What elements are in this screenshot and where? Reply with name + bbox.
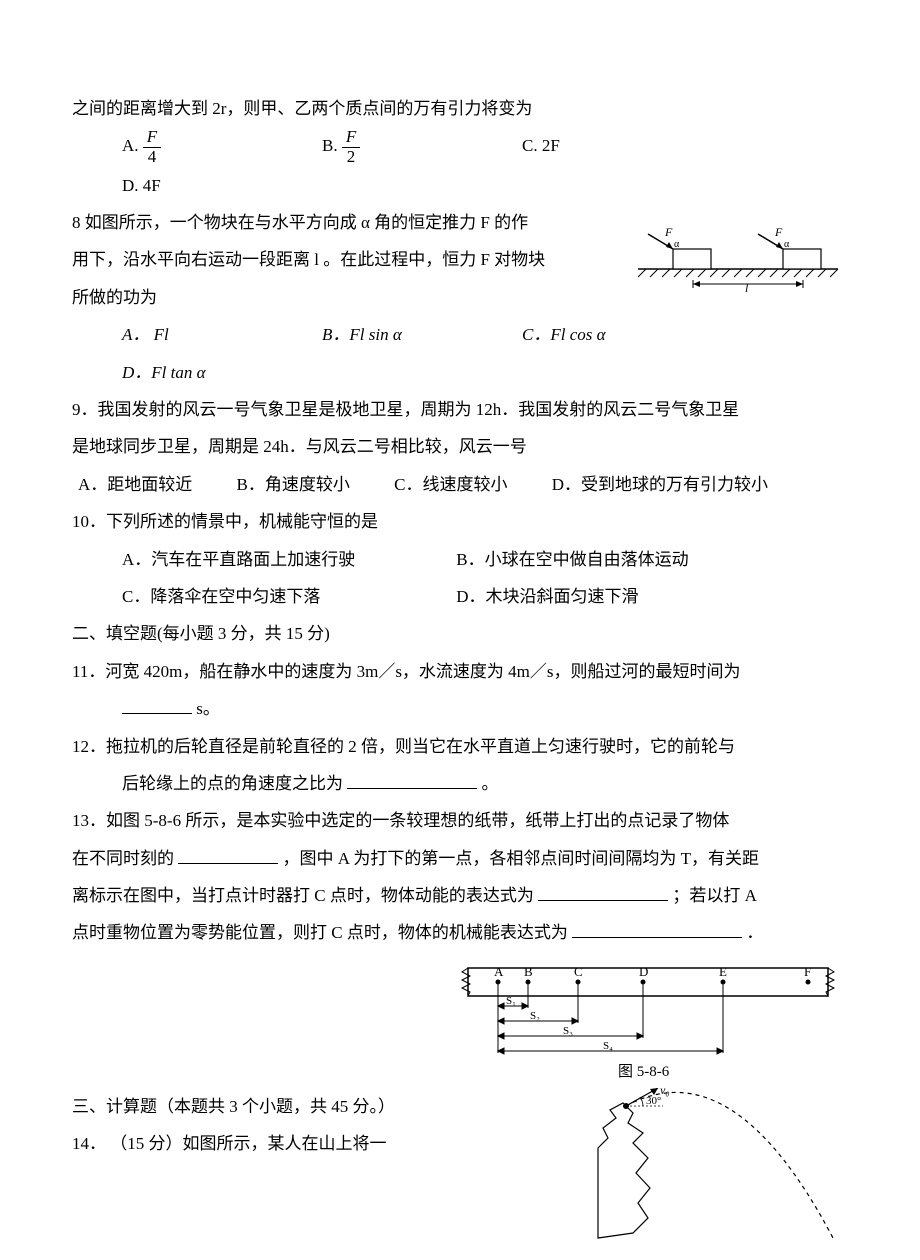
q12-suffix: 。 bbox=[482, 774, 499, 793]
s-label: S₁ bbox=[506, 995, 516, 1007]
q13-l3b: ；若以打 A bbox=[672, 886, 757, 905]
alpha-label-icon: α bbox=[674, 239, 680, 250]
q9-option-c: C．线速度较小 bbox=[394, 475, 507, 494]
q7-option-c: C. 2F bbox=[522, 127, 682, 166]
tape-label: B bbox=[524, 964, 533, 979]
q7-a-den: 4 bbox=[143, 148, 161, 167]
blank-field[interactable] bbox=[178, 863, 278, 864]
q8-option-b: B．Fl sin α bbox=[322, 316, 482, 353]
q12-line2: 后轮缘上的点的角速度之比为 。 bbox=[72, 765, 848, 802]
q14-figure: 30° v₀ bbox=[588, 1088, 848, 1248]
q10-row1: A．汽车在平直路面上加速行驶 B．小球在空中做自由落体运动 bbox=[72, 541, 848, 578]
q8-figure: F F α α l bbox=[628, 214, 848, 294]
q11-line1: 11．河宽 420m，船在静水中的速度为 3m／s，水流速度为 4m／s，则船过… bbox=[72, 653, 848, 690]
blank-field[interactable] bbox=[572, 937, 742, 938]
q13-l2a: 在不同时刻的 bbox=[72, 849, 174, 868]
q11-suffix: s。 bbox=[196, 699, 220, 718]
q8-options: A． Fl B．Fl sin α C．Fl cos α D．Fl tan α bbox=[72, 316, 848, 391]
q10-row2: C．降落伞在空中匀速下落 D．木块沿斜面匀速下滑 bbox=[72, 578, 848, 615]
q13-line1: 13．如图 5-8-6 所示，是本实验中选定的一条较理想的纸带，纸带上打出的点记… bbox=[72, 802, 848, 839]
q7-options: A. F 4 B. F 2 C. 2F D. 4F bbox=[72, 127, 848, 204]
alpha-label-icon: α bbox=[784, 239, 790, 250]
q8-block: F F α α l 8 如图所示，一个物块在与水平方向成 α 角的恒定推力 F … bbox=[72, 204, 848, 316]
q7-b-num: F bbox=[342, 128, 360, 148]
q9-option-b: B．角速度较小 bbox=[237, 475, 350, 494]
q7-a-label: A. bbox=[122, 136, 139, 155]
q13-line3: 离标示在图中，当打点计时器打 C 点时，物体动能的表达式为 ；若以打 A bbox=[72, 877, 848, 914]
q10-option-b: B．小球在空中做自由落体运动 bbox=[456, 550, 688, 569]
s-label: S₂ bbox=[530, 1010, 540, 1022]
section2-heading: 二、填空题(每小题 3 分，共 15 分) bbox=[72, 615, 848, 652]
f-label-icon: F bbox=[774, 225, 783, 239]
q13-l2b: ，图中 A 为打下的第一点，各相邻点间时间间隔均为 T，有关距 bbox=[283, 849, 759, 868]
q13-line4: 点时重物位置为零势能位置，则打 C 点时，物体的机械能表达式为 ． bbox=[72, 914, 848, 951]
q10-stem: 10．下列所述的情景中，机械能守恒的是 bbox=[72, 503, 848, 540]
q7-option-b: B. F 2 bbox=[322, 127, 482, 166]
q13-figure-wrap: A B C D E F S₁ bbox=[72, 958, 848, 1088]
q13-figure: A B C D E F S₁ bbox=[448, 958, 848, 1088]
q13-l3a: 离标示在图中，当打点计时器打 C 点时，物体动能的表达式为 bbox=[72, 886, 534, 905]
q7-b-den: 2 bbox=[342, 148, 360, 167]
q8-option-c: C．Fl cos α bbox=[522, 316, 682, 353]
q12-line1: 12．拖拉机的后轮直径是前轮直径的 2 倍，则当它在水平直道上匀速行驶时，它的前… bbox=[72, 728, 848, 765]
q13-l4b: ． bbox=[746, 923, 763, 942]
q7-a-num: F bbox=[143, 128, 161, 148]
tape-label: F bbox=[804, 964, 811, 979]
q7-option-d: D. 4F bbox=[122, 167, 282, 204]
s-label: S₃ bbox=[563, 1025, 573, 1037]
q11-line2: s。 bbox=[72, 690, 848, 727]
q12-text: 后轮缘上的点的角速度之比为 bbox=[122, 774, 343, 793]
f-label-icon: F bbox=[664, 225, 673, 239]
fraction-icon: F 2 bbox=[342, 128, 360, 166]
tape-label: A bbox=[494, 964, 504, 979]
fraction-icon: F 4 bbox=[143, 128, 161, 166]
q8-option-a: A． Fl bbox=[122, 316, 282, 353]
tape-label: E bbox=[719, 964, 727, 979]
figure-caption: 图 5-8-6 bbox=[618, 1063, 670, 1080]
q8-option-d: D．Fl tan α bbox=[122, 354, 282, 391]
q9-option-a: A．距地面较近 bbox=[78, 475, 192, 494]
blank-field[interactable] bbox=[347, 788, 477, 789]
q9-option-d: D．受到地球的万有引力较小 bbox=[552, 475, 768, 494]
q9-options: A．距地面较近 B．角速度较小 C．线速度较小 D．受到地球的万有引力较小 bbox=[72, 466, 848, 503]
tape-label: C bbox=[574, 964, 583, 979]
tape-label: D bbox=[639, 964, 648, 979]
q10-option-c: C．降落伞在空中匀速下落 bbox=[122, 578, 412, 615]
q13-line2: 在不同时刻的 ，图中 A 为打下的第一点，各相邻点间时间间隔均为 T，有关距 bbox=[72, 840, 848, 877]
q7-option-a: A. F 4 bbox=[122, 127, 282, 166]
l-label-icon: l bbox=[745, 281, 749, 294]
q9-line1: 9．我国发射的风云一号气象卫星是极地卫星，周期为 12h．我国发射的风云二号气象… bbox=[72, 391, 848, 428]
q9-line2: 是地球同步卫星，周期是 24h．与风云二号相比较，风云一号 bbox=[72, 428, 848, 465]
blank-field[interactable] bbox=[122, 713, 192, 714]
q10-option-a: A．汽车在平直路面上加速行驶 bbox=[122, 541, 412, 578]
q7-b-label: B. bbox=[322, 136, 338, 155]
s-label: S₄ bbox=[603, 1040, 613, 1052]
q10-option-d: D．木块沿斜面匀速下滑 bbox=[456, 587, 638, 606]
section3-block: 30° v₀ 三、计算题（本题共 3 个小题，共 45 分。） 14． （15 … bbox=[72, 1088, 848, 1163]
blank-field[interactable] bbox=[538, 900, 668, 901]
q13-l4a: 点时重物位置为零势能位置，则打 C 点时，物体的机械能表达式为 bbox=[72, 923, 568, 942]
q7-continuation: 之间的距离增大到 2r，则甲、乙两个质点间的万有引力将变为 bbox=[72, 90, 848, 127]
